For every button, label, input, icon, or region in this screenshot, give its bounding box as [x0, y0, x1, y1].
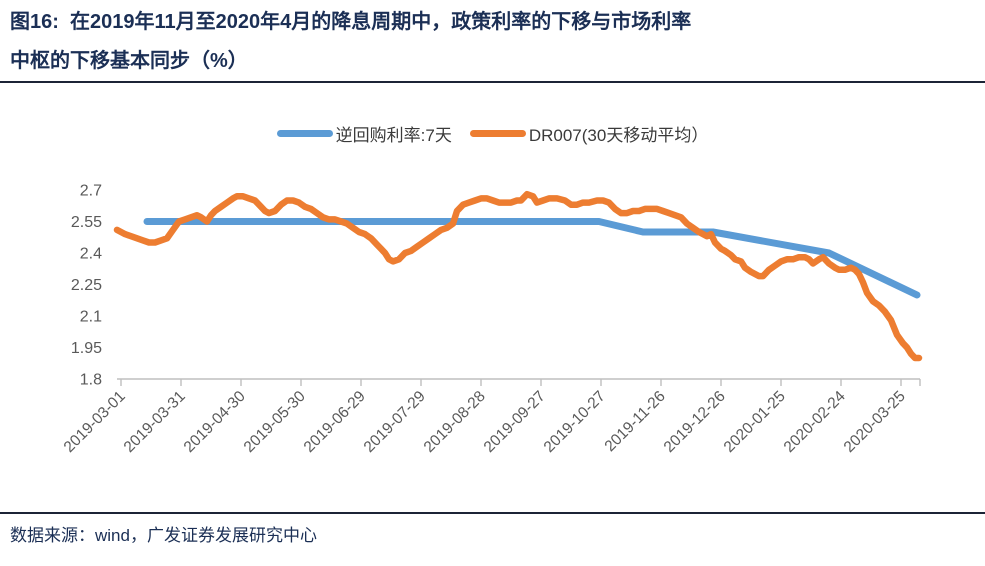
y-tick-label: 2.7: [80, 183, 102, 200]
legend-swatch-orange-line: [469, 130, 526, 137]
legend-label-dr007: DR007(30天移动平均）: [528, 126, 709, 145]
x-tick-label: 2019-04-30: [181, 388, 249, 456]
x-tick-label: 2019-06-29: [301, 388, 369, 456]
x-tick-label: 2019-05-30: [241, 388, 309, 456]
x-tick-label: 2019-03-31: [121, 388, 189, 456]
chart-legend: 逆回购利率:7天 DR007(30天移动平均）: [0, 121, 985, 146]
figure-title-line2: 中枢的下移基本同步（%）: [10, 50, 248, 72]
x-tick-label: 2019-10-27: [541, 388, 609, 456]
y-tick-label: 2.25: [71, 277, 102, 294]
x-tick-label: 2020-01-25: [721, 388, 789, 456]
x-tick-label: 2019-12-26: [661, 388, 729, 456]
legend-item-dr007: DR007(30天移动平均）: [469, 121, 709, 146]
title-divider: [0, 81, 985, 83]
legend-swatch-blue-line: [276, 130, 333, 137]
x-tick-label: 2019-08-28: [421, 388, 489, 456]
legend-label-reverse-repo: 逆回购利率:7天: [335, 126, 452, 145]
y-tick-label: 2.1: [80, 309, 102, 326]
y-tick-label: 1.8: [80, 372, 102, 389]
legend-item-reverse-repo: 逆回购利率:7天: [276, 121, 452, 146]
data-source-note: 数据来源：wind，广发证券发展研究中心: [10, 526, 317, 545]
x-tick-label: 2019-09-27: [481, 388, 549, 456]
series-line-dr007-30d-ma: [113, 190, 923, 362]
y-tick-label: 2.55: [71, 214, 102, 231]
x-tick-label: 2020-02-24: [781, 388, 849, 456]
figure-title-line1: 图16: 在2019年11月至2020年4月的降息周期中，政策利率的下移与市场利…: [10, 11, 692, 33]
y-tick-label: 2.4: [80, 246, 102, 263]
y-tick-label: 1.95: [71, 340, 102, 357]
footer-divider: [0, 512, 985, 514]
series-line-reverse-repo-7d: [143, 218, 921, 299]
x-tick-label: 2019-03-01: [61, 388, 129, 456]
x-tick-label: 2019-11-26: [602, 388, 669, 455]
x-tick-label: 2019-07-29: [361, 388, 429, 456]
figure-title: 图16: 在2019年11月至2020年4月的降息周期中，政策利率的下移与市场利…: [10, 3, 975, 81]
x-tick-label: 2020-03-25: [841, 388, 909, 456]
